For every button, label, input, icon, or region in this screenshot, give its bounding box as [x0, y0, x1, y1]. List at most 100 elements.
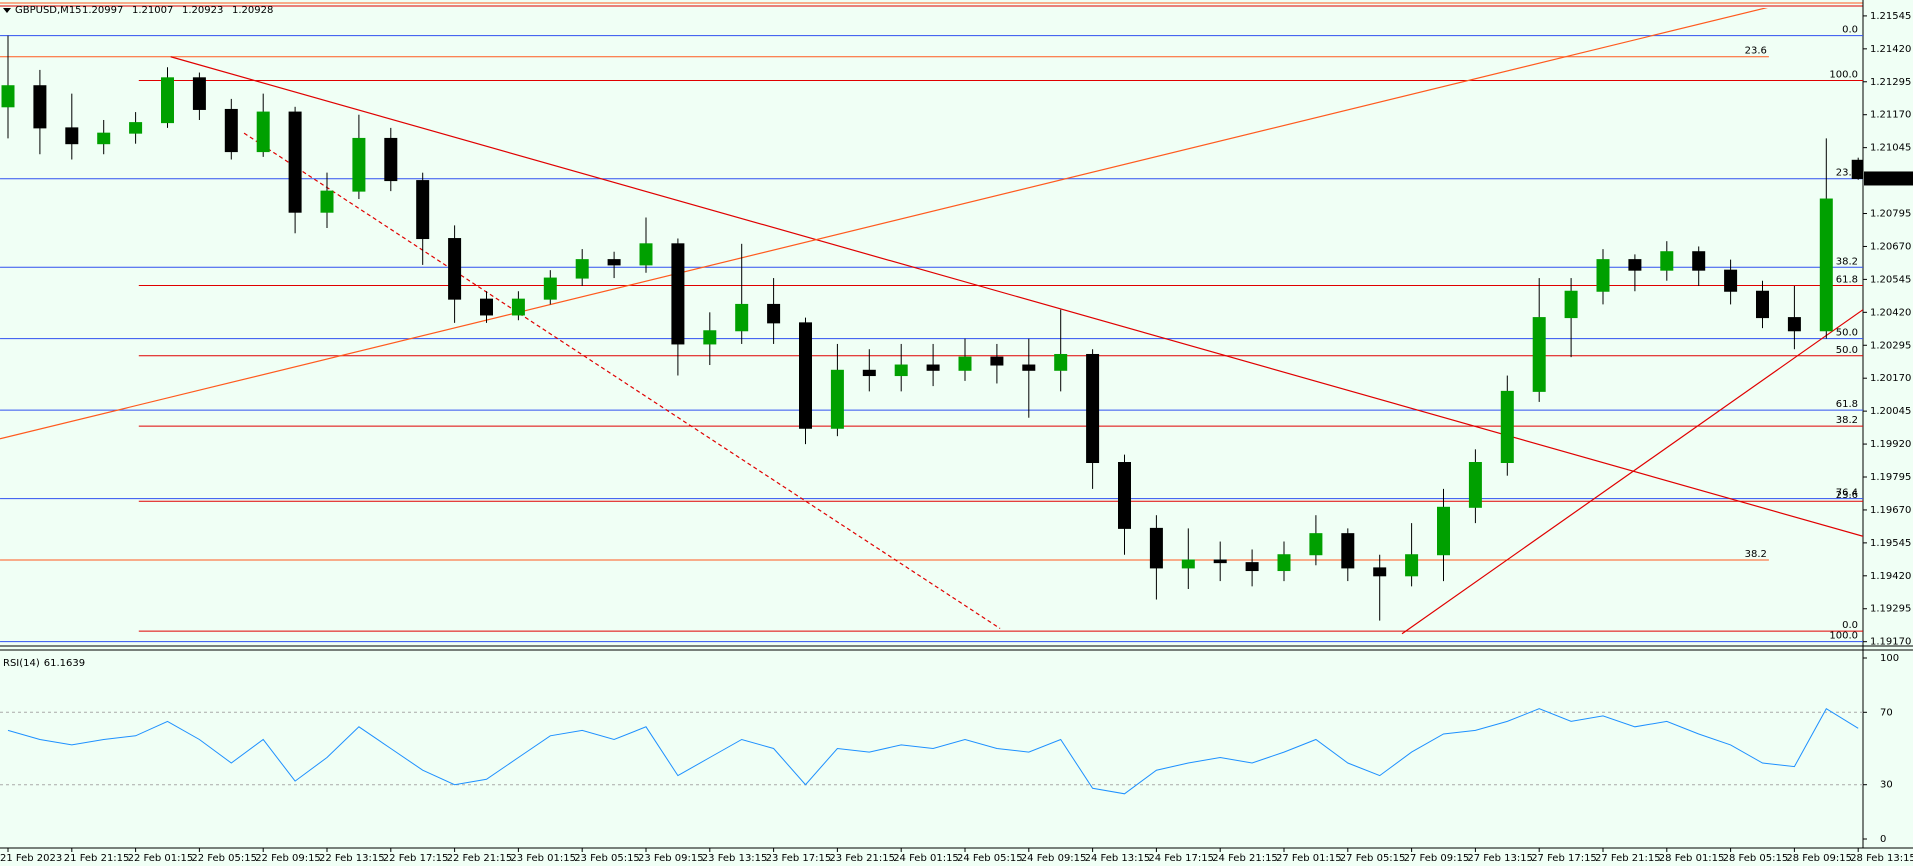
- candle-body: [1500, 390, 1514, 464]
- x-tick-label: 21 Feb 21:15: [64, 853, 130, 864]
- candle-body: [384, 137, 398, 182]
- candle-body: [1149, 527, 1163, 569]
- trendline: [170, 56, 1863, 537]
- indicator-name: RSI(14): [3, 658, 40, 669]
- candle-body: [1373, 567, 1387, 577]
- candle-body: [575, 259, 589, 279]
- header-value: 1.21007: [132, 5, 173, 16]
- candle-body: [1532, 317, 1546, 392]
- header-value: 1.20997: [82, 5, 123, 16]
- x-tick-label: 22 Feb 01:15: [128, 853, 194, 864]
- x-tick-label: 23 Feb 13:15: [702, 853, 768, 864]
- y-tick-label: 100: [1880, 653, 1899, 664]
- fib-label: 23.6: [1836, 168, 1858, 179]
- y-tick-label: 1.20295: [1870, 340, 1911, 351]
- candle-body: [1756, 290, 1769, 319]
- y-tick-label: 70: [1880, 707, 1893, 718]
- fib-label: 23.6: [1836, 490, 1858, 501]
- candle-body: [1692, 251, 1706, 271]
- candle-body: [1245, 562, 1259, 572]
- candle-body: [894, 364, 908, 377]
- candle-body: [1437, 506, 1450, 556]
- fib-label: 0.0: [1842, 620, 1858, 631]
- candle-body: [65, 127, 79, 145]
- x-tick-label: 23 Feb 17:15: [766, 853, 832, 864]
- candle-body: [607, 259, 621, 266]
- candle-body: [1596, 259, 1610, 292]
- x-tick-label: 23 Feb 05:15: [574, 853, 640, 864]
- x-tick-label: 28 Feb 01:15: [1659, 853, 1725, 864]
- y-tick-label: 1.21545: [1870, 11, 1911, 22]
- x-tick-label: 28 Feb 13:15: [1850, 853, 1913, 864]
- fib-label: 76.4: [1836, 488, 1858, 499]
- y-tick-label: 1.20420: [1870, 307, 1911, 318]
- indicator-title: RSI(14) 61.1639: [3, 658, 85, 669]
- candle-body: [1341, 533, 1355, 569]
- candle-body: [958, 356, 972, 371]
- candle-body: [129, 122, 143, 134]
- x-tick-label: 22 Feb 17:15: [383, 853, 449, 864]
- y-tick-label: 1.21420: [1870, 44, 1911, 55]
- candle-body: [926, 364, 940, 371]
- y-tick-label: 1.20670: [1870, 241, 1911, 252]
- x-tick-label: 24 Feb 17:15: [1148, 853, 1214, 864]
- candle-body: [767, 303, 781, 324]
- symbol: GBPUSD,M15: [15, 5, 82, 16]
- x-tick-label: 23 Feb 21:15: [829, 853, 895, 864]
- candle-body: [1819, 198, 1833, 332]
- x-tick-label: 22 Feb 09:15: [255, 853, 321, 864]
- fib-label: 38.2: [1745, 549, 1767, 560]
- candle-body: [97, 132, 111, 145]
- overlay: GBPUSD,M15 1.20997 1.21007 1.20923 1.20928 1.…: [0, 5, 1913, 864]
- candle-body: [511, 298, 525, 316]
- fib-label: 61.8: [1836, 399, 1858, 410]
- candle-body: [1054, 353, 1068, 371]
- candle-body: [288, 111, 302, 213]
- candle-body: [33, 85, 47, 129]
- candle-body: [1277, 554, 1291, 572]
- candle-body: [1724, 269, 1738, 292]
- y-tick-label: 1.19545: [1870, 538, 1911, 549]
- x-tick-label: 24 Feb 21:15: [1212, 853, 1278, 864]
- candle-body: [703, 330, 717, 345]
- y-tick-label: 1.20045: [1870, 406, 1911, 417]
- fib-label: 38.2: [1836, 415, 1858, 426]
- candle-body: [256, 111, 270, 153]
- y-tick-label: 1.19670: [1870, 505, 1911, 516]
- y-tick-label: 1.19420: [1870, 571, 1911, 582]
- fib-label: 61.8: [1836, 274, 1858, 285]
- candle-body: [862, 369, 876, 377]
- trendline: [1401, 309, 1863, 635]
- candle-body: [1213, 559, 1227, 564]
- x-tick-label: 24 Feb 01:15: [893, 853, 959, 864]
- candle-body: [639, 243, 653, 266]
- x-tick-label: 23 Feb 01:15: [510, 853, 576, 864]
- candle-body: [1468, 462, 1482, 508]
- candle-body: [1, 85, 15, 108]
- y-tick-label: 1.19295: [1870, 604, 1911, 615]
- y-tick-label: 0: [1880, 834, 1886, 845]
- candle-body: [161, 77, 174, 124]
- fib-label: 50.0: [1836, 345, 1858, 356]
- candle-body: [1118, 462, 1131, 529]
- y-tick-label: 30: [1880, 780, 1893, 791]
- rsi-line: [7, 707, 1859, 795]
- candle-body: [543, 277, 557, 300]
- candle-body: [1181, 559, 1195, 569]
- candle-body: [1564, 290, 1578, 319]
- candle-body: [224, 108, 238, 153]
- menu-triangle: [3, 8, 11, 13]
- x-tick-label: 28 Feb 09:15: [1786, 853, 1852, 864]
- fib-label: 38.2: [1836, 256, 1858, 267]
- fib-label: 0.0: [1842, 25, 1858, 36]
- candle-body: [799, 322, 812, 429]
- candle-body: [1851, 159, 1863, 179]
- x-tick-label: 28 Feb 05:15: [1723, 853, 1789, 864]
- trendline: [243, 132, 1001, 630]
- candle-body: [1660, 251, 1674, 271]
- candle-body: [1086, 353, 1100, 464]
- x-tick-label: 22 Feb 13:15: [319, 853, 385, 864]
